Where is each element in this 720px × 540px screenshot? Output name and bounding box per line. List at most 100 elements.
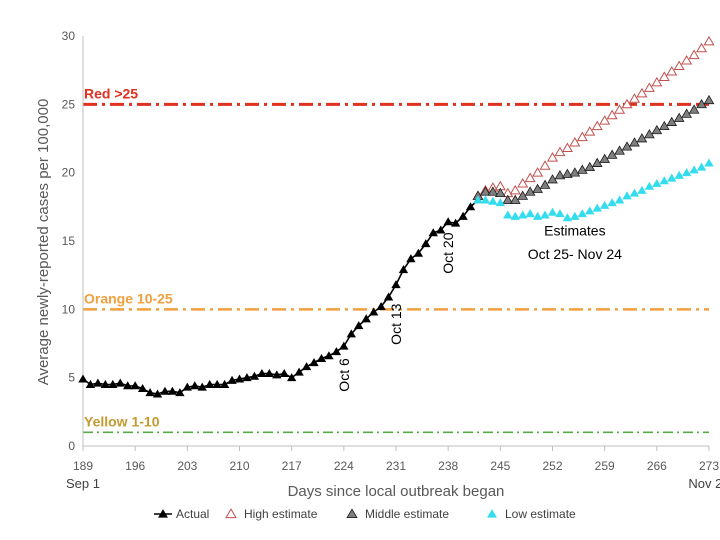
data-point (576, 131, 588, 142)
data-point (130, 381, 140, 390)
x-tick-label: 217 (282, 459, 302, 473)
data-point (391, 280, 401, 289)
data-point (465, 202, 476, 211)
x-tick-label: 245 (490, 459, 510, 473)
x-axis-title: Days since local outbreak began (288, 483, 505, 500)
data-point (592, 203, 602, 212)
data-point (450, 218, 461, 227)
data-point (502, 194, 514, 204)
data-point (376, 302, 386, 311)
data-point (555, 209, 565, 218)
data-point (562, 168, 573, 178)
data-point (398, 265, 409, 274)
y-tick-label: 15 (62, 234, 76, 248)
data-point (354, 321, 364, 330)
y-tick-label: 0 (68, 439, 75, 453)
data-point (561, 142, 573, 153)
data-point (585, 206, 595, 215)
data-point (554, 170, 566, 180)
data-point (696, 162, 707, 171)
legend-label: High estimate (244, 507, 318, 521)
data-point (524, 186, 536, 196)
data-point (458, 211, 468, 220)
data-point (689, 165, 699, 174)
data-point (495, 198, 506, 207)
data-point (614, 104, 626, 114)
data-point (242, 373, 252, 382)
x-tick-label: 266 (647, 459, 667, 473)
y-axis-title: Average newly-reported cases per 100,000 (35, 99, 52, 386)
data-point (227, 375, 237, 384)
data-point (607, 198, 617, 207)
data-point (264, 368, 274, 378)
data-point (539, 160, 551, 170)
data-point (577, 209, 587, 218)
data-point (480, 186, 491, 196)
data-point (294, 367, 304, 376)
threshold-label-yellow: Yellow 1-10 (84, 413, 160, 429)
data-point (361, 314, 371, 323)
data-point (622, 191, 632, 200)
data-point (257, 368, 267, 378)
data-point (510, 211, 520, 220)
axes: 189 196 203 210 217 224 231 238 245 252 259 266 273 0… (62, 29, 720, 491)
legend-label: Middle estimate (365, 507, 449, 521)
data-point (569, 167, 581, 177)
threshold-label-orange: Orange 10-25 (84, 290, 173, 306)
data-point (108, 379, 118, 388)
data-point (599, 115, 611, 125)
data-point (93, 378, 103, 387)
data-point (688, 49, 700, 60)
data-point (383, 292, 394, 301)
data-point (480, 195, 491, 204)
data-point (532, 211, 543, 220)
data-point (473, 195, 483, 204)
data-point (539, 179, 551, 189)
data-point (115, 378, 125, 387)
data-point (346, 329, 356, 338)
data-point (85, 379, 96, 388)
data-point (494, 187, 506, 198)
data-point (524, 172, 536, 183)
legend-item: Actual (154, 507, 209, 521)
x-tick-label: 210 (229, 459, 249, 473)
data-point (651, 76, 663, 87)
data-point (219, 379, 230, 388)
x-tick-label: 196 (125, 459, 145, 473)
data-point (532, 167, 544, 177)
data-point (406, 254, 416, 263)
series-low-estimate (473, 158, 714, 222)
estimate-annotation: Estimates (544, 223, 605, 239)
legend-swatch (487, 509, 497, 518)
legend-item: Low estimate (487, 507, 576, 521)
data-point (614, 195, 625, 204)
x-tick-label: 273 (699, 459, 719, 473)
data-point (576, 164, 588, 174)
data-point (488, 196, 498, 205)
data-point (652, 179, 662, 188)
data-point (212, 379, 222, 388)
data-point (197, 382, 207, 391)
x-tick-label: 252 (542, 459, 562, 473)
data-point (123, 381, 133, 390)
legend-item: Middle estimate (346, 507, 449, 521)
data-point (339, 341, 349, 350)
legend-label: Low estimate (505, 507, 576, 521)
data-point (436, 225, 446, 234)
data-point (100, 379, 111, 388)
legend-item: High estimate (225, 507, 318, 521)
data-point (591, 120, 603, 131)
data-point (599, 200, 610, 209)
data-point (562, 213, 573, 222)
data-point (525, 209, 535, 218)
data-point (279, 368, 289, 378)
data-point (644, 181, 655, 190)
y-tick-label: 10 (62, 302, 76, 316)
x-tick-label: 259 (595, 459, 615, 473)
y-tick-label: 5 (68, 371, 75, 385)
threshold-label-red: Red >25 (84, 85, 138, 101)
data-point (190, 381, 200, 390)
data-point (509, 184, 521, 195)
data-point (78, 374, 88, 383)
data-point (637, 185, 647, 194)
